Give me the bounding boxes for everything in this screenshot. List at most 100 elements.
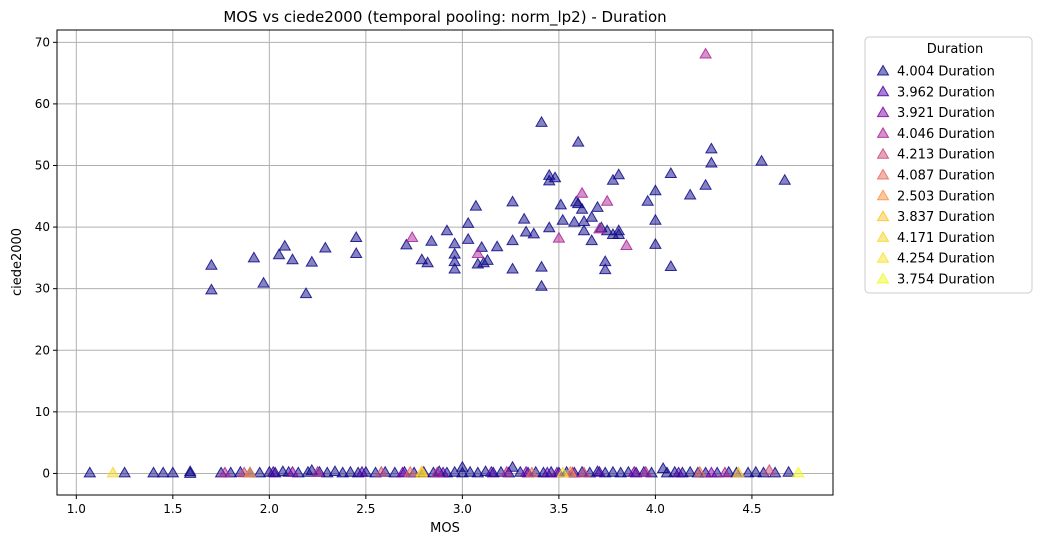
x-tick-label: 3.0 <box>453 502 472 516</box>
legend-marker <box>876 147 890 159</box>
data-point <box>564 465 577 477</box>
data-point <box>147 466 160 478</box>
data-point <box>286 253 299 265</box>
data-point <box>253 466 267 478</box>
data-point <box>535 115 548 127</box>
legend-label: 4.213 Duration <box>897 148 995 163</box>
data-point <box>600 194 614 206</box>
data-point <box>83 466 97 478</box>
data-point <box>156 466 170 478</box>
data-point <box>355 465 369 477</box>
data-point <box>535 279 548 291</box>
data-point <box>403 465 417 477</box>
data-point <box>527 227 541 239</box>
data-point <box>718 466 732 478</box>
data-points <box>83 47 805 478</box>
data-point <box>481 253 494 265</box>
series-group <box>218 47 732 478</box>
legend-marker <box>876 272 890 284</box>
data-point <box>506 195 519 207</box>
data-point <box>732 466 745 478</box>
data-point <box>299 287 313 299</box>
data-point <box>612 168 626 180</box>
data-point <box>440 224 454 236</box>
series-group <box>83 115 795 478</box>
data-point <box>118 466 131 478</box>
data-point <box>683 465 697 477</box>
legend-label: 4.046 Duration <box>897 127 995 142</box>
legend-marker <box>876 230 890 242</box>
data-point <box>278 239 292 251</box>
data-point <box>461 232 475 244</box>
data-point <box>627 465 641 477</box>
data-point <box>535 260 548 272</box>
data-point <box>554 198 568 210</box>
data-point <box>448 262 462 274</box>
data-point <box>506 460 519 472</box>
data-point <box>311 465 324 477</box>
y-tick-label: 40 <box>35 220 50 234</box>
data-point <box>683 188 697 200</box>
data-point <box>791 466 805 478</box>
data-point <box>762 463 776 475</box>
plot-frame <box>56 29 834 496</box>
legend-label: 4.087 Duration <box>897 169 995 184</box>
data-point <box>218 466 232 478</box>
data-point <box>305 255 319 267</box>
x-tick-label: 3.5 <box>549 502 568 516</box>
legend-label: 3.837 Duration <box>897 210 995 225</box>
legend-box <box>864 36 1033 294</box>
series-group <box>243 465 577 478</box>
data-point <box>405 231 419 243</box>
data-point <box>749 465 763 477</box>
data-point <box>593 222 606 234</box>
data-point <box>506 262 519 274</box>
data-point <box>585 210 599 222</box>
legend-marker <box>876 168 890 180</box>
legend-marker <box>876 64 890 76</box>
legend-marker <box>876 85 890 97</box>
data-point <box>672 466 685 478</box>
x-axis-label: MOS <box>430 521 460 536</box>
data-point <box>606 465 620 477</box>
data-point <box>205 283 218 295</box>
data-point <box>693 465 707 477</box>
data-point <box>664 259 678 271</box>
data-point <box>318 241 332 253</box>
data-point <box>567 215 581 227</box>
data-point <box>519 225 533 237</box>
data-point <box>699 178 712 190</box>
data-point <box>782 465 795 477</box>
legend-items: 4.004 Duration 3.962 Duration 3.921 Durati… <box>876 64 995 288</box>
data-point <box>463 465 477 477</box>
data-point <box>349 231 363 243</box>
data-point <box>344 465 357 477</box>
data-point <box>469 199 483 211</box>
data-point <box>205 258 218 270</box>
data-point <box>266 465 280 477</box>
data-point <box>286 465 299 477</box>
data-point <box>556 213 570 225</box>
grid-lines <box>57 30 833 495</box>
x-tick-label: 1.5 <box>163 502 182 516</box>
data-point <box>272 248 286 260</box>
data-point <box>778 173 792 185</box>
series-group <box>403 465 707 478</box>
data-point <box>575 186 589 198</box>
legend-marker <box>876 126 890 138</box>
data-point <box>606 173 620 185</box>
data-point <box>577 224 591 236</box>
x-tick-label: 2.5 <box>356 502 375 516</box>
data-point <box>257 276 270 288</box>
data-point <box>506 234 519 246</box>
data-point <box>577 466 591 478</box>
data-point <box>425 234 438 246</box>
data-point <box>542 221 556 233</box>
series-group <box>556 466 570 478</box>
data-point <box>664 166 678 178</box>
data-point <box>649 213 662 225</box>
x-tick-label: 4.5 <box>742 502 761 516</box>
data-point <box>517 212 531 224</box>
data-point <box>461 216 475 228</box>
